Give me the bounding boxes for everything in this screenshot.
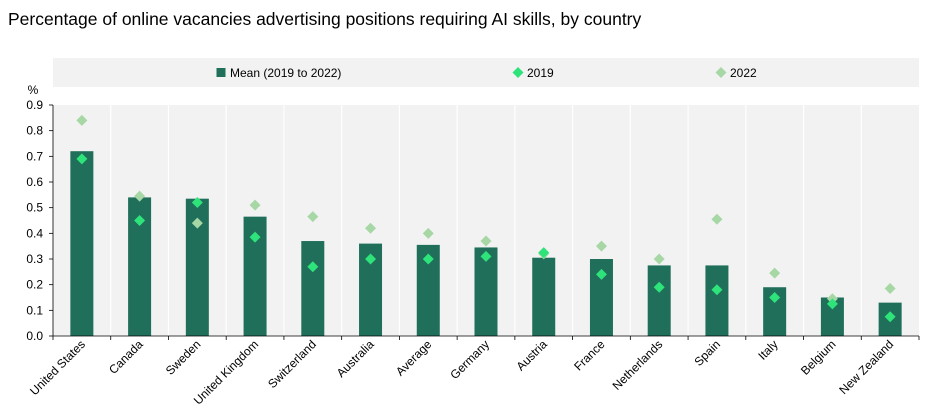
legend-swatch-2022: [715, 67, 727, 78]
y-axis-unit: %: [28, 83, 39, 97]
x-label-germany: Germany: [447, 337, 492, 382]
marker-2019-france: [595, 268, 607, 280]
marker-2019-spain: [711, 284, 723, 296]
chart-title: Percentage of online vacancies advertisi…: [8, 9, 642, 29]
x-label-new-zealand: New Zealand: [836, 337, 896, 397]
y-tick-label: 0.4: [26, 226, 43, 240]
marker-2022-united-kingdom: [249, 199, 261, 211]
legend-swatch-mean-2019-to-2022: [216, 68, 226, 77]
marker-2019-average: [422, 253, 434, 265]
marker-2019-italy: [769, 292, 781, 303]
bar-austria: [532, 257, 556, 336]
x-label-spain: Spain: [691, 337, 723, 369]
y-tick-label: 0.3: [26, 252, 43, 266]
legend-label-2022: 2022: [730, 66, 757, 80]
marker-2019-united-kingdom: [249, 231, 261, 243]
legend-swatch-2019: [512, 67, 524, 78]
y-tick-label: 0.0: [26, 329, 43, 343]
marker-2022-germany: [480, 235, 492, 247]
bar-canada: [128, 197, 152, 336]
marker-2022-france: [595, 240, 607, 252]
y-tick-label: 0.6: [26, 175, 43, 189]
bar-spain: [705, 265, 729, 336]
marker-2022-netherlands: [653, 253, 665, 265]
marker-2019-germany: [480, 250, 492, 262]
marker-2022-united-states: [76, 114, 88, 126]
x-label-netherlands: Netherlands: [610, 337, 666, 393]
y-tick-label: 0.7: [26, 149, 43, 163]
legend-band: [53, 58, 919, 87]
marker-2022-australia: [365, 222, 377, 234]
x-label-belgium: Belgium: [798, 337, 839, 378]
marker-2022-average: [422, 227, 434, 239]
bar-australia: [359, 243, 383, 336]
marker-2022-spain: [711, 213, 723, 225]
marker-2019-belgium: [826, 298, 838, 310]
x-label-sweden: Sweden: [163, 337, 204, 378]
markers: [76, 114, 896, 323]
bar-sweden: [185, 198, 209, 336]
marker-2022-new-zealand: [884, 283, 896, 295]
marker-2019-canada: [134, 215, 146, 226]
marker-2019-switzerland: [307, 261, 319, 273]
x-label-average: Average: [393, 337, 435, 379]
bar-belgium: [820, 297, 844, 336]
x-label-australia: Australia: [334, 337, 377, 380]
x-label-canada: Canada: [106, 337, 146, 377]
x-label-italy: Italy: [755, 337, 780, 362]
y-tick-label: 0.9: [26, 98, 43, 112]
x-label-switzerland: Switzerland: [265, 337, 319, 391]
marker-2019-austria: [538, 247, 550, 259]
y-tick-label: 0.5: [26, 201, 43, 215]
legend-label-mean-2019-to-2022: Mean (2019 to 2022): [230, 66, 341, 80]
marker-2019-united-states: [76, 153, 88, 165]
bars-mean: [70, 151, 902, 336]
bar-netherlands: [647, 265, 671, 336]
marker-2022-sweden: [191, 217, 203, 229]
bar-united-states: [70, 151, 94, 336]
bar-switzerland: [301, 241, 325, 336]
bar-average: [416, 244, 440, 336]
legend: Mean (2019 to 2022) 2019 2022: [216, 66, 757, 80]
y-tick-label: 0.2: [26, 278, 43, 292]
y-tick-label: 0.8: [26, 124, 43, 138]
x-label-france: France: [571, 337, 608, 374]
y-axis: 0.0 0.1 0.2 0.3 0.4 0.5 0.6 0.7 0.8 0.9%: [26, 83, 54, 343]
gridlines: [110, 105, 862, 336]
x-label-austria: Austria: [514, 337, 551, 374]
marker-2022-italy: [769, 267, 781, 279]
bar-italy: [763, 287, 787, 336]
legend-label-2019: 2019: [527, 66, 554, 80]
y-tick-label: 0.1: [26, 303, 43, 317]
bar-united-kingdom: [243, 216, 267, 336]
marker-2019-new-zealand: [884, 311, 896, 323]
x-label-united-states: United States: [27, 337, 88, 398]
marker-2022-canada: [134, 190, 146, 202]
bar-germany: [474, 247, 498, 336]
marker-2022-switzerland: [307, 211, 319, 223]
marker-2019-sweden: [191, 197, 203, 209]
marker-2019-netherlands: [653, 281, 665, 293]
marker-2019-australia: [365, 253, 377, 265]
bar-france: [589, 259, 613, 336]
